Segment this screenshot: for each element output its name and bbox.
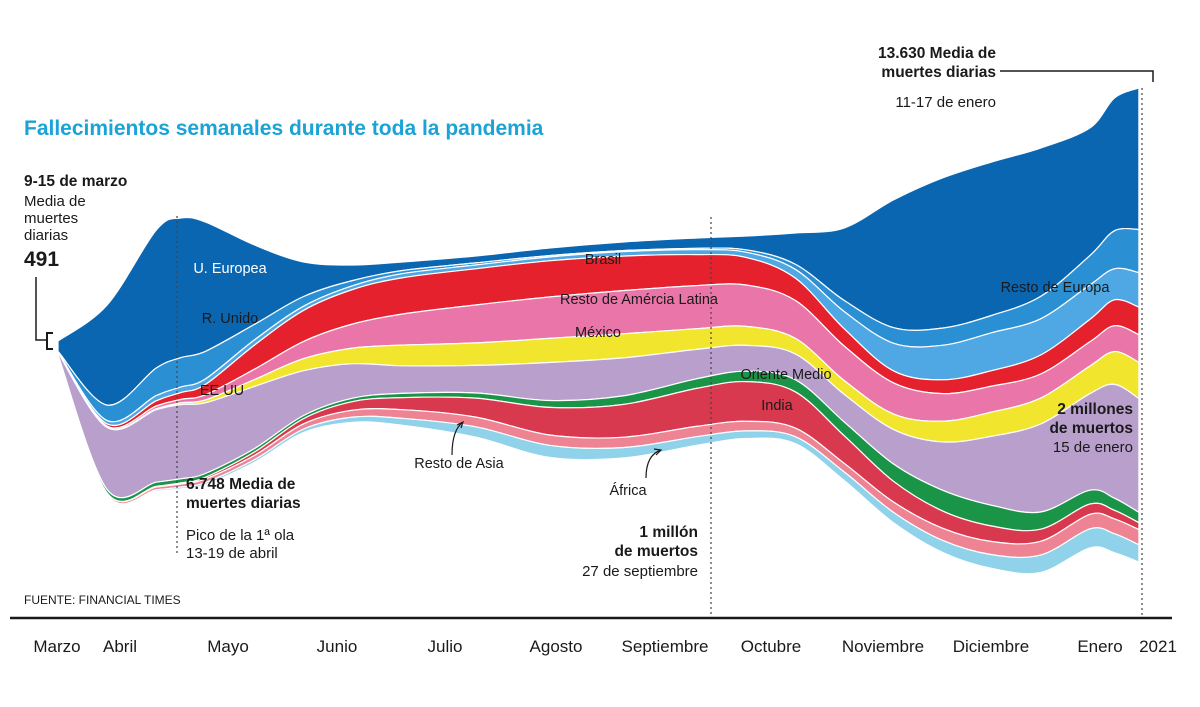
label-mexico: México: [575, 325, 621, 341]
x-tick-agosto: Agosto: [530, 637, 583, 656]
million-line2: de muertos: [614, 543, 698, 560]
label-africa: África: [609, 482, 647, 499]
x-tick-noviembre: Noviembre: [842, 637, 924, 656]
start-line1: Media de: [24, 193, 86, 210]
x-tick-abril: Abril: [103, 637, 137, 656]
peak1-line1: 6.748 Media de: [186, 476, 296, 493]
arrow-head-resto-asia: [456, 420, 465, 429]
label-brasil: Brasil: [585, 252, 621, 268]
stream-layers: [57, 87, 1140, 575]
million-line1: 1 millón: [639, 524, 698, 541]
start-line2: muertes: [24, 210, 78, 227]
label-r-unido: R. Unido: [202, 311, 258, 327]
x-tick-septiembre: Septiembre: [622, 637, 709, 656]
start-bracket: [46, 332, 53, 350]
label-india: India: [761, 398, 793, 414]
peak1-line2: muertes diarias: [186, 495, 301, 512]
peakmax-line3: 11-17 de enero: [895, 94, 996, 111]
stream-áfrica: [57, 355, 1140, 575]
peakmax-line1: 13.630 Media de: [878, 45, 996, 62]
x-tick-julio: Julio: [428, 637, 463, 656]
x-tick-diciembre: Diciembre: [953, 637, 1030, 656]
x-tick-enero: Enero: [1077, 637, 1122, 656]
source-note: FUENTE: FINANCIAL TIMES: [24, 593, 181, 607]
x-tick-mayo: Mayo: [207, 637, 249, 656]
x-tick-junio: Junio: [317, 637, 358, 656]
twomillion-line2: de muertos: [1049, 420, 1133, 437]
chart-title: Fallecimientos semanales durante toda la…: [24, 117, 544, 140]
arrow-head-africa: [653, 448, 663, 456]
label-resto-asia: Resto de Asia: [414, 456, 504, 472]
label-u-europea: U. Europea: [193, 261, 267, 277]
start-date: 9-15 de marzo: [24, 173, 127, 190]
x-tick-octubre: Octubre: [741, 637, 801, 656]
peak1-line4: 13-19 de abril: [186, 545, 278, 562]
label-oriente-medio: Oriente Medio: [740, 367, 831, 383]
x-axis-ticks: Marzo Abril Mayo Junio Julio Agosto Septiembre…: [33, 637, 1177, 656]
peakmax-line2: muertes diarias: [881, 64, 996, 81]
x-tick-marzo: Marzo: [33, 637, 80, 656]
twomillion-line1: 2 millones: [1057, 401, 1133, 418]
twomillion-line3: 15 de enero: [1053, 439, 1133, 456]
label-ee-uu: EE UU: [200, 383, 244, 399]
arrow-africa: [645, 449, 662, 479]
label-resto-europa: Resto de Europa: [1001, 280, 1111, 296]
start-leader-line: [35, 277, 47, 341]
label-resto-america-latina: Resto de Amércia Latina: [560, 292, 719, 308]
million-line3: 27 de septiembre: [582, 563, 698, 580]
peak1-line3: Pico de la 1ª ola: [186, 527, 295, 544]
start-value: 491: [24, 248, 59, 271]
peakmax-leader-line: [1000, 70, 1154, 82]
x-tick-2021: 2021: [1139, 637, 1177, 656]
start-line3: diarias: [24, 227, 68, 244]
